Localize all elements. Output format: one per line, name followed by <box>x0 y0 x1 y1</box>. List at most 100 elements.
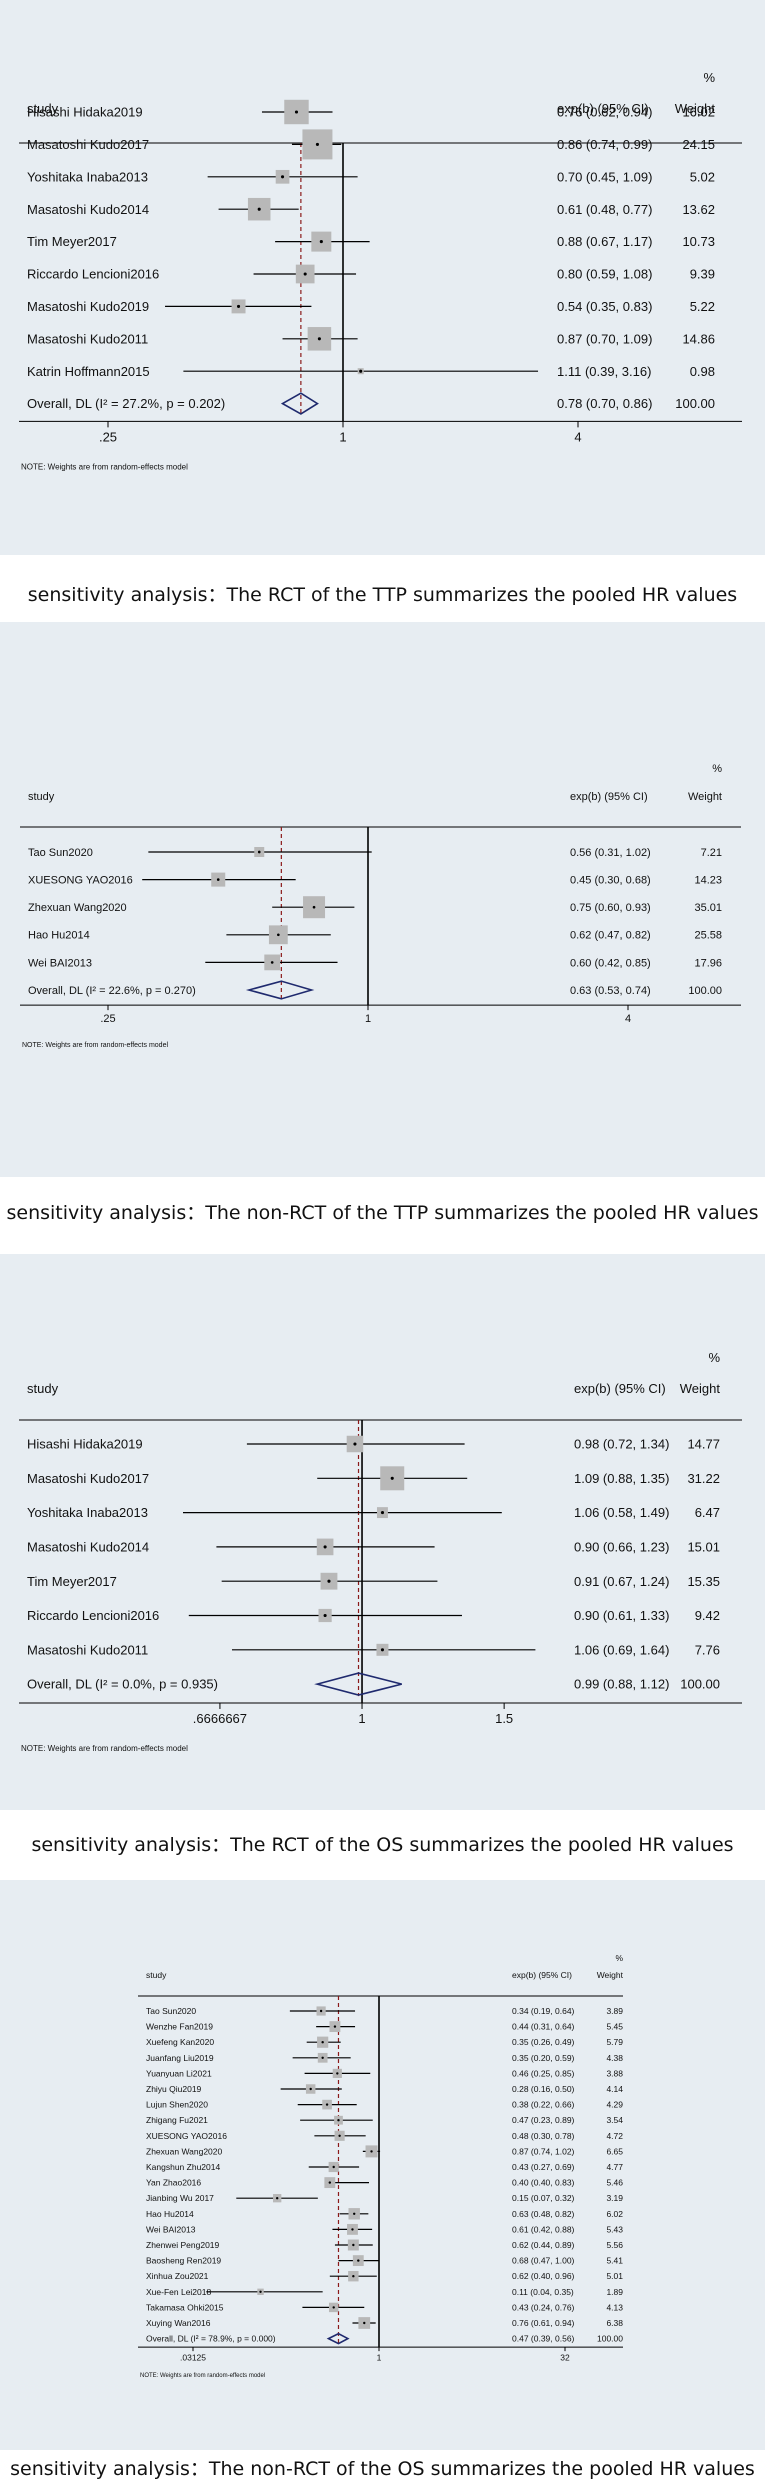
study-weight: 4.13 <box>606 2302 623 2312</box>
study-name: Masatoshi Kudo2014 <box>27 1539 149 1554</box>
x-tick-label: .03125 <box>180 2353 206 2363</box>
study-name: Zhexuan Wang2020 <box>28 902 127 914</box>
study-point-estimate <box>321 2056 324 2059</box>
study-ci: 0.86 (0.74, 0.99) <box>557 137 652 152</box>
study-ci: 0.44 (0.31, 0.64) <box>512 2022 575 2032</box>
study-weight: 5.02 <box>690 169 715 184</box>
x-tick-label: 1 <box>339 429 346 444</box>
study-weight: 1.89 <box>606 2287 623 2297</box>
header-study: study <box>28 791 55 803</box>
study-ci: 0.76 (0.62, 0.94) <box>557 105 652 120</box>
x-tick-label: .25 <box>100 1013 115 1025</box>
forest-plot-nonrct-ttp: % study exp(b) (95% CI) Weight Tao Sun2020 0.… <box>20 763 741 1049</box>
study-point-estimate <box>303 272 307 276</box>
study-ci: 0.43 (0.24, 0.76) <box>512 2302 575 2312</box>
study-name: Xuefeng Kan2020 <box>146 2037 214 2047</box>
study-name: Hao Hu2014 <box>28 930 90 942</box>
weights-note: NOTE: Weights are from random-effects mo… <box>140 2373 265 2379</box>
study-ci: 0.43 (0.27, 0.69) <box>512 2162 575 2172</box>
study-weight: 35.01 <box>694 902 722 914</box>
study-point-estimate <box>353 2212 356 2215</box>
header-weight-percent: % <box>712 763 722 775</box>
forest-panel-nonrct-os: % study exp(b) (95% CI) Weight Tao Sun2020 0.… <box>0 1880 765 2450</box>
study-point-estimate <box>327 1579 331 1583</box>
study-weight: 7.21 <box>701 847 722 859</box>
study-name: Juanfang Liu2019 <box>146 2053 214 2063</box>
overall-label: Overall, DL (I² = 27.2%, p = 0.202) <box>27 396 225 411</box>
study-name: Riccardo Lencioni2016 <box>27 1608 159 1623</box>
overall-weight: 100.00 <box>688 985 722 997</box>
study-weight: 9.42 <box>695 1608 720 1623</box>
study-weight: 5.01 <box>606 2271 623 2281</box>
study-name: Tim Meyer2017 <box>27 1574 117 1589</box>
study-name: Zhiyu Qiu2019 <box>146 2084 202 2094</box>
overall-diamond <box>314 1672 402 1696</box>
study-ci: 1.11 (0.39, 3.16) <box>557 364 651 379</box>
study-ci: 0.45 (0.30, 0.68) <box>570 874 651 886</box>
study-weight: 10.73 <box>682 234 715 249</box>
x-tick-label: .6666667 <box>193 1711 247 1726</box>
study-name: Takamasa Ohki2015 <box>146 2302 224 2312</box>
overall-diamond <box>245 980 315 1000</box>
study-weight: 3.88 <box>606 2068 623 2078</box>
study-weight: 6.65 <box>606 2146 623 2156</box>
forest-plot-rct-ttp: % study exp(b) (95% CI) Weight Hisashi Hidak… <box>19 70 742 471</box>
study-weight: 5.56 <box>606 2240 623 2250</box>
overall-ci: 0.99 (0.88, 1.12) <box>574 1677 669 1692</box>
study-name: Xinhua Zou2021 <box>146 2271 209 2281</box>
header-study: study <box>27 101 59 116</box>
study-name: Wei BAI2013 <box>28 957 92 969</box>
study-point-estimate <box>277 933 280 937</box>
study-weight: 15.35 <box>687 1574 720 1589</box>
forest-panel-nonrct-ttp: % study exp(b) (95% CI) Weight Tao Sun2020 0.… <box>0 622 765 1177</box>
overall-ci: 0.78 (0.70, 0.86) <box>557 396 652 411</box>
study-ci: 0.98 (0.72, 1.34) <box>574 1437 669 1452</box>
header-effect: exp(b) (95% CI) <box>570 791 648 803</box>
study-point-estimate <box>325 2103 329 2106</box>
study-weight: 6.02 <box>606 2209 623 2219</box>
study-name: Yan Zhao2016 <box>146 2178 201 2188</box>
header-weight-percent: % <box>708 1350 720 1365</box>
study-weight: 5.43 <box>606 2224 623 2234</box>
study-name: Baosheng Ren2019 <box>146 2256 221 2266</box>
study-ci: 1.06 (0.58, 1.49) <box>574 1505 669 1520</box>
study-ci: 0.47 (0.23, 0.89) <box>512 2115 575 2125</box>
study-point-estimate <box>236 304 241 308</box>
study-point-estimate <box>336 2072 339 2075</box>
study-name: Masatoshi Kudo2014 <box>27 202 149 217</box>
study-point-estimate <box>351 2228 354 2231</box>
study-name: Lujun Shen2020 <box>146 2100 208 2110</box>
study-ci: 0.80 (0.59, 1.08) <box>557 267 652 282</box>
study-point-estimate <box>257 207 261 211</box>
study-ci: 0.48 (0.30, 0.78) <box>512 2131 575 2141</box>
study-ci: 1.06 (0.69, 1.64) <box>574 1642 669 1657</box>
study-point-estimate <box>370 2150 373 2153</box>
study-weight: 4.72 <box>606 2131 623 2141</box>
study-ci: 0.75 (0.60, 0.93) <box>570 902 651 914</box>
study-point-estimate <box>216 878 220 881</box>
study-name: Riccardo Lencioni2016 <box>27 267 159 282</box>
study-point-estimate <box>353 1442 357 1446</box>
study-weight: 4.38 <box>606 2053 623 2063</box>
header-study: study <box>27 1381 59 1396</box>
study-ci: 0.70 (0.45, 1.09) <box>557 169 652 184</box>
study-ci: 0.87 (0.70, 1.09) <box>557 331 652 346</box>
study-weight: 4.77 <box>606 2162 623 2172</box>
study-name: XUESONG YAO2016 <box>28 874 133 886</box>
study-name: Yoshitaka Inaba2013 <box>27 169 148 184</box>
study-weight: 7.76 <box>695 1642 720 1657</box>
study-point-estimate <box>380 1648 385 1652</box>
study-ci: 0.54 (0.35, 0.83) <box>557 299 652 314</box>
study-name: Hisashi Hidaka2019 <box>27 105 143 120</box>
study-ci: 0.63 (0.48, 0.82) <box>512 2209 575 2219</box>
study-weight: 16.02 <box>682 105 715 120</box>
study-name: Wenzhe Fan2019 <box>146 2022 213 2032</box>
study-point-estimate <box>328 2181 332 2184</box>
study-weight: 6.47 <box>695 1505 720 1520</box>
study-weight: 3.89 <box>606 2006 623 2016</box>
overall-label: Overall, DL (I² = 78.9%, p = 0.000) <box>146 2334 276 2344</box>
overall-weight: 100.00 <box>680 1677 720 1692</box>
x-tick-label: .25 <box>99 429 117 444</box>
study-point-estimate <box>323 1613 327 1618</box>
study-name: Yoshitaka Inaba2013 <box>27 1505 148 1520</box>
